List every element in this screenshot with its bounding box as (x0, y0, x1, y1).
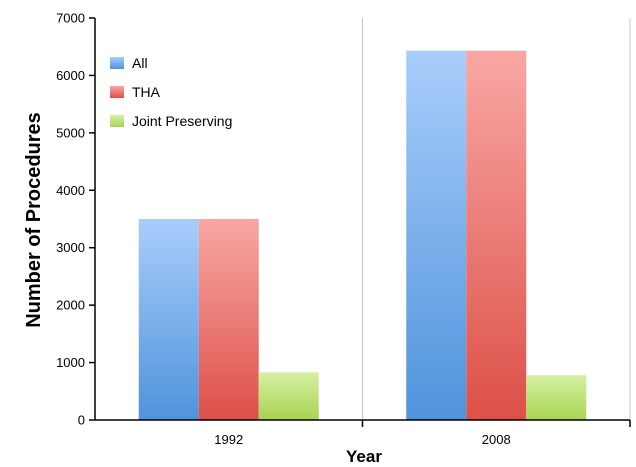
y-tick-label: 4000 (56, 183, 85, 198)
y-axis-title: Number of Procedures (23, 112, 45, 328)
y-tick-label: 2000 (56, 298, 85, 313)
y-tick-label: 6000 (56, 68, 85, 83)
legend-label: Joint Preserving (132, 113, 232, 129)
bar-all-2008 (406, 50, 467, 421)
x-tick-label: 1992 (214, 432, 243, 447)
bar-joint-preserving-2008 (526, 375, 587, 420)
legend-swatch-tha (110, 86, 124, 98)
y-tick-label: 5000 (56, 125, 85, 140)
legend-label: All (132, 55, 148, 71)
y-tick-label: 1000 (56, 355, 85, 370)
y-tick-label: 3000 (56, 240, 85, 255)
x-axis-title: Year (346, 447, 382, 466)
bar-joint-preserving-1992 (258, 372, 319, 420)
plot-area (138, 18, 631, 421)
legend-label: THA (132, 84, 161, 100)
legend-swatch-joint-preserving (110, 115, 124, 127)
axes: 1992 2008 0 1000 2000 3000 4000 5000 6000 7000 (56, 11, 631, 447)
y-tick-label: 7000 (56, 11, 85, 26)
x-tick-label: 2008 (482, 432, 511, 447)
y-tick-label: 0 (78, 413, 85, 428)
legend-swatch-all (110, 57, 124, 69)
bar-all-1992 (138, 219, 199, 420)
bar-tha-1992 (198, 219, 259, 420)
bar-tha-2008 (466, 50, 527, 421)
legend: All THA Joint Preserving (110, 55, 232, 129)
